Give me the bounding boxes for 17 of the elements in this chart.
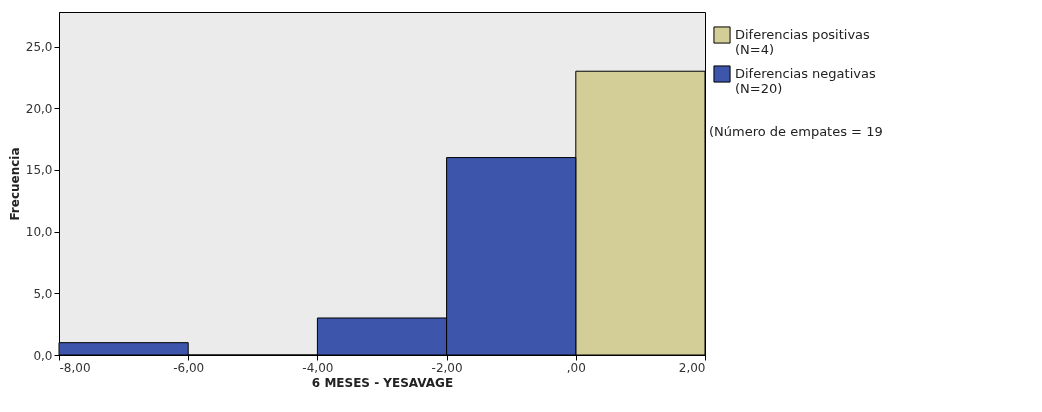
y-tick-label: 20,0 bbox=[25, 101, 53, 116]
x-tick-label: -4,00 bbox=[302, 360, 334, 375]
x-tick-label: -8,00 bbox=[59, 360, 91, 375]
x-tick-label: ,00 bbox=[566, 360, 586, 375]
legend-label: Diferencias negativas (N=20) bbox=[735, 66, 876, 96]
legend-label: Diferencias positivas (N=4) bbox=[735, 27, 871, 57]
x-axis-title: 6 MESES - YESAVAGE bbox=[311, 375, 454, 390]
y-axis-title: Frecuencia bbox=[7, 147, 22, 221]
x-tick-label: -2,00 bbox=[431, 360, 463, 375]
y-tick-label: 10,0 bbox=[25, 225, 53, 240]
y-tick-label: 15,0 bbox=[25, 163, 53, 178]
y-tick-label: 25,0 bbox=[25, 40, 53, 55]
y-tick-label: 5,0 bbox=[33, 286, 53, 301]
x-tick-label: -6,00 bbox=[173, 360, 205, 375]
y-tick-label: 0,0 bbox=[33, 348, 53, 363]
x-tick-label: 2,00 bbox=[678, 360, 706, 375]
text: (Número de empates = 19 bbox=[709, 124, 883, 139]
